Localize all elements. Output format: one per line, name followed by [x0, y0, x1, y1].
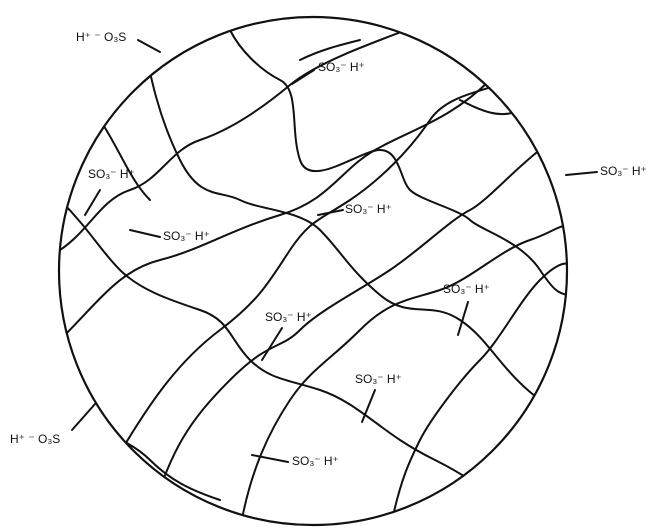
group-label: SO₃⁻ H⁺: [345, 202, 392, 216]
group-label: SO₃⁻ H⁺: [355, 372, 402, 386]
group-label: H⁺ ⁻ O₃S: [76, 30, 126, 44]
particle-boundary: [57, 15, 569, 527]
labels: H⁺ ⁻ O₃S SO₃⁻ H⁺ SO₃⁻ H⁺ SO₃⁻ H⁺ SO₃⁻ H⁺ SO₃⁻…: [10, 30, 647, 468]
group-label: H⁺ ⁻ O₃S: [10, 432, 60, 446]
group-label: SO₃⁻ H⁺: [600, 164, 647, 178]
polymer-network: [59, 17, 567, 525]
group-label: SO₃⁻ H⁺: [265, 310, 312, 324]
group-label: SO₃⁻ H⁺: [292, 454, 339, 468]
group-label: SO₃⁻ H⁺: [318, 60, 365, 74]
group-label: SO₃⁻ H⁺: [88, 167, 135, 181]
group-label: SO₃⁻ H⁺: [163, 229, 210, 243]
group-label: SO₃⁻ H⁺: [443, 282, 490, 296]
leaders: [71, 39, 598, 463]
